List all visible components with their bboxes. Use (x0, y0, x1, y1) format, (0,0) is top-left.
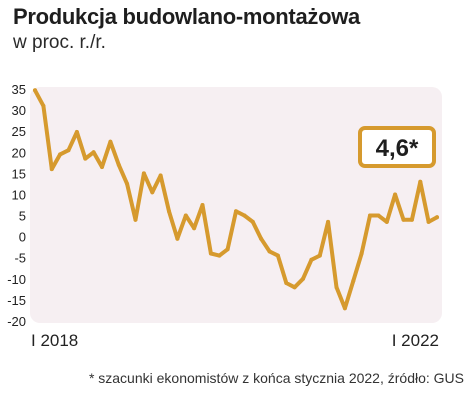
data-point (91, 150, 96, 155)
data-point (376, 213, 381, 218)
y-tick-label: -20 (7, 314, 26, 329)
data-point (66, 148, 71, 153)
data-point (150, 190, 155, 195)
data-points (33, 88, 439, 311)
data-point (158, 173, 163, 178)
data-point (418, 179, 423, 184)
x-axis-tick-labels: I 2018 I 2022 (31, 331, 439, 350)
y-tick-label: -15 (7, 293, 26, 308)
data-point (351, 278, 356, 283)
data-point (435, 215, 439, 220)
data-point (409, 217, 414, 222)
data-point (301, 276, 305, 281)
data-point (175, 236, 180, 241)
data-point (116, 162, 121, 167)
y-tick-label: 30 (12, 103, 26, 118)
data-point (401, 217, 406, 222)
data-point (200, 203, 205, 207)
data-point (334, 285, 339, 290)
data-point (292, 285, 297, 290)
data-point (317, 253, 322, 258)
data-point (309, 257, 314, 262)
data-point (108, 139, 113, 144)
callout-label: 4,6* (376, 135, 419, 162)
data-point (141, 171, 146, 176)
data-point (41, 103, 46, 108)
value-callout: 4,6* (358, 126, 436, 168)
y-axis-tick-labels: 35 30 25 20 15 10 5 0 -5 -10 -15 -20 (7, 82, 26, 329)
y-tick-label: 35 (12, 82, 26, 97)
data-point (284, 281, 289, 285)
data-point (393, 192, 398, 197)
data-point (167, 209, 171, 214)
data-point (100, 165, 104, 169)
data-point (225, 247, 230, 252)
data-point (426, 219, 431, 224)
data-point (259, 236, 264, 241)
data-point (58, 152, 63, 157)
data-point (125, 181, 130, 186)
y-tick-label: -5 (14, 251, 26, 266)
x-tick-label: I 2022 (392, 331, 439, 350)
y-tick-label: 5 (19, 209, 26, 224)
source-footnote: * szacunki ekonomistów z końca stycznia … (88, 370, 464, 386)
data-point (326, 219, 331, 224)
data-point (74, 130, 79, 134)
callout-box (358, 126, 436, 168)
chart-title: Produkcja budowlano-montażowa (13, 4, 360, 29)
y-tick-label: -10 (7, 272, 26, 287)
data-point (33, 88, 37, 93)
plot-background (30, 87, 442, 323)
data-point (267, 249, 272, 254)
y-tick-label: 15 (12, 166, 26, 181)
data-point (234, 209, 238, 214)
data-point (368, 213, 372, 218)
data-point (250, 219, 255, 224)
y-tick-label: 0 (19, 230, 26, 245)
data-point (342, 306, 347, 311)
data-point (192, 226, 197, 231)
data-point (183, 213, 188, 218)
data-point (275, 253, 280, 258)
data-point (359, 251, 364, 256)
data-point (49, 167, 54, 172)
data-point (384, 219, 389, 224)
chart-subtitle: w proc. r./r. (13, 32, 106, 53)
y-tick-label: 20 (12, 145, 26, 160)
data-point (242, 213, 247, 218)
data-point (208, 251, 213, 256)
y-tick-label: 25 (12, 124, 26, 139)
x-tick-label: I 2018 (31, 331, 78, 350)
data-point (133, 217, 138, 222)
data-point (217, 253, 222, 258)
y-tick-label: 10 (12, 187, 26, 202)
data-point (83, 156, 88, 161)
